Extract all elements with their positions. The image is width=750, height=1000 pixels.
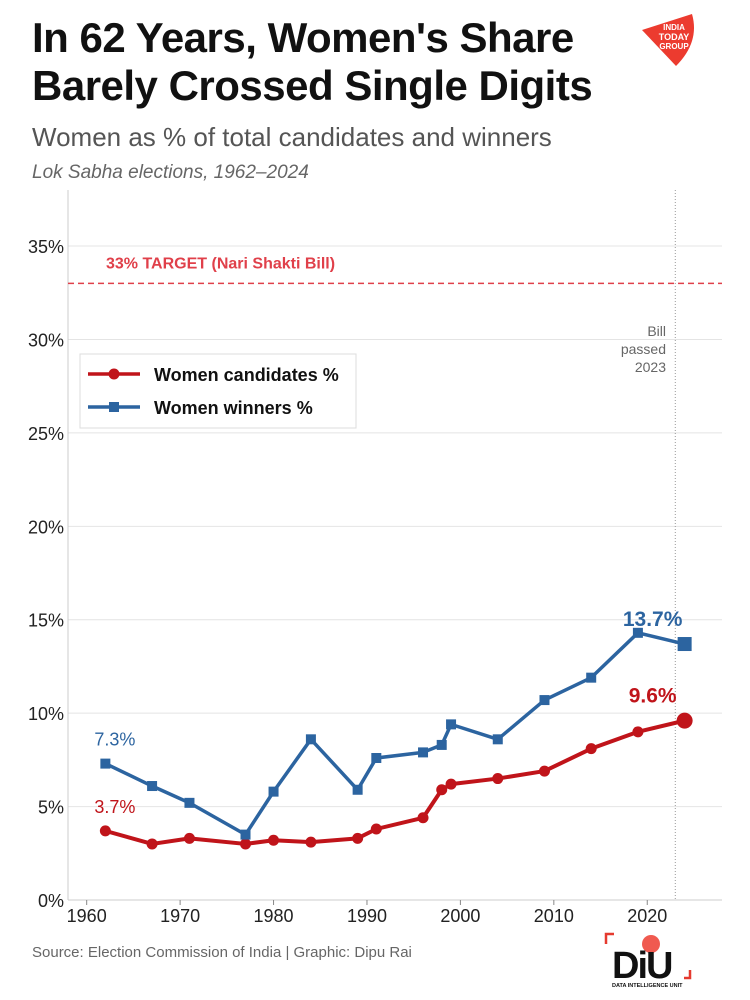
legend-box xyxy=(79,353,357,429)
y-tick-label: 15% xyxy=(28,611,64,631)
x-tick-label: 1970 xyxy=(160,906,200,926)
title-line-1: In 62 Years, Women's Share xyxy=(32,14,574,61)
bill-passed-label: Bill xyxy=(647,323,666,339)
legend-label: Women candidates % xyxy=(154,365,339,385)
winners-point xyxy=(418,747,429,758)
legend-label: Women winners % xyxy=(154,398,313,418)
x-tick-label: 2010 xyxy=(534,906,574,926)
winners-point xyxy=(268,786,279,797)
winners-point xyxy=(147,781,158,792)
x-tick-label: 1960 xyxy=(67,906,107,926)
candidates-point xyxy=(268,834,280,846)
x-tick-label: 2020 xyxy=(627,906,667,926)
chart-subtitle: Women as % of total candidates and winne… xyxy=(32,122,552,152)
bill-passed-label: passed xyxy=(621,341,666,357)
chart-title: In 62 Years, Women's Share Barely Crossed… xyxy=(32,14,593,110)
candidates-point xyxy=(538,765,550,777)
candidates-point xyxy=(370,823,382,835)
y-tick-label: 20% xyxy=(28,517,64,537)
winners-point xyxy=(100,758,111,769)
winners-point xyxy=(240,829,251,840)
winners-point xyxy=(492,734,503,745)
candidates-point xyxy=(585,743,597,755)
x-tick-label: 1980 xyxy=(254,906,294,926)
winners-point xyxy=(586,672,597,683)
svg-text:INDIA: INDIA xyxy=(663,23,685,32)
y-tick-label: 35% xyxy=(28,237,64,257)
candidates-point xyxy=(676,712,693,729)
india-today-logo: INDIA TODAY GROUP xyxy=(642,14,694,66)
target-label: 33% TARGET (Nari Shakti Bill) xyxy=(106,255,335,272)
candidates-point xyxy=(436,784,448,796)
candidates-point xyxy=(632,726,644,738)
candidates-point xyxy=(146,838,158,850)
winners-point xyxy=(632,627,643,638)
y-tick-label: 10% xyxy=(28,704,64,724)
winners-point xyxy=(184,797,195,808)
title-line-2: Barely Crossed Single Digits xyxy=(32,62,593,109)
svg-text:DiU: DiU xyxy=(612,945,672,987)
candidates-point xyxy=(305,836,317,848)
chart-caption: Lok Sabha elections, 1962–2024 xyxy=(32,162,309,183)
candidates-point xyxy=(417,812,429,824)
y-tick-label: 25% xyxy=(28,424,64,444)
winners-point xyxy=(677,637,692,652)
bill-passed-label: 2023 xyxy=(635,359,666,375)
data-label: 3.7% xyxy=(94,797,135,817)
candidates-point xyxy=(445,778,457,790)
series-line-winners xyxy=(104,631,686,837)
source-note: Source: Election Commission of India | G… xyxy=(32,944,412,961)
series-line-candidates xyxy=(104,718,686,846)
winners-point xyxy=(539,695,550,706)
svg-text:TODAY: TODAY xyxy=(659,32,690,42)
legend-marker-circle xyxy=(108,368,120,380)
svg-text:GROUP: GROUP xyxy=(659,42,689,51)
data-label: 13.7% xyxy=(623,608,683,631)
y-tick-label: 30% xyxy=(28,330,64,350)
winners-point xyxy=(371,753,382,763)
y-tick-label: 0% xyxy=(38,891,64,911)
svg-text:DATA INTELLIGENCE UNIT: DATA INTELLIGENCE UNIT xyxy=(612,983,683,989)
x-tick-label: 2000 xyxy=(440,906,480,926)
winners-point xyxy=(305,734,316,745)
y-tick-label: 5% xyxy=(38,798,64,818)
winners-point xyxy=(352,784,363,795)
winners-point xyxy=(436,739,447,750)
x-tick-label: 1990 xyxy=(347,906,387,926)
legend-marker-square xyxy=(109,402,119,412)
diu-logo: DiU DATA INTELLIGENCE UNIT xyxy=(604,932,692,989)
winners-point xyxy=(446,719,457,730)
candidates-point xyxy=(99,825,111,837)
candidates-point xyxy=(492,773,504,785)
data-label: 7.3% xyxy=(94,730,135,750)
candidates-point xyxy=(352,832,364,844)
data-label: 9.6% xyxy=(629,685,677,708)
candidates-point xyxy=(183,832,195,844)
candidates-point xyxy=(240,838,252,850)
